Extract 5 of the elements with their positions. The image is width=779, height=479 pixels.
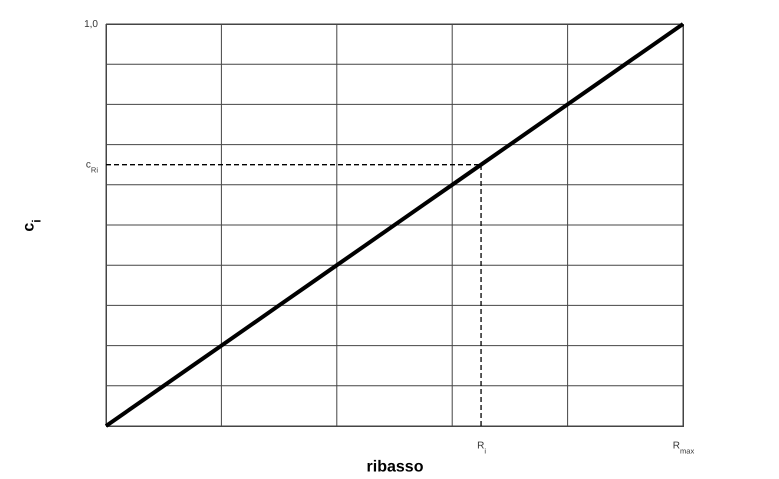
ref-line-label: c$_{Ri}$ bbox=[86, 160, 98, 174]
x-axis-title: ribasso bbox=[366, 458, 424, 476]
x-tick-label: R$_{max}$ bbox=[672, 440, 694, 455]
text: 1,0 bbox=[84, 19, 98, 30]
x-tick-label: R$_{i}$ bbox=[477, 440, 486, 455]
